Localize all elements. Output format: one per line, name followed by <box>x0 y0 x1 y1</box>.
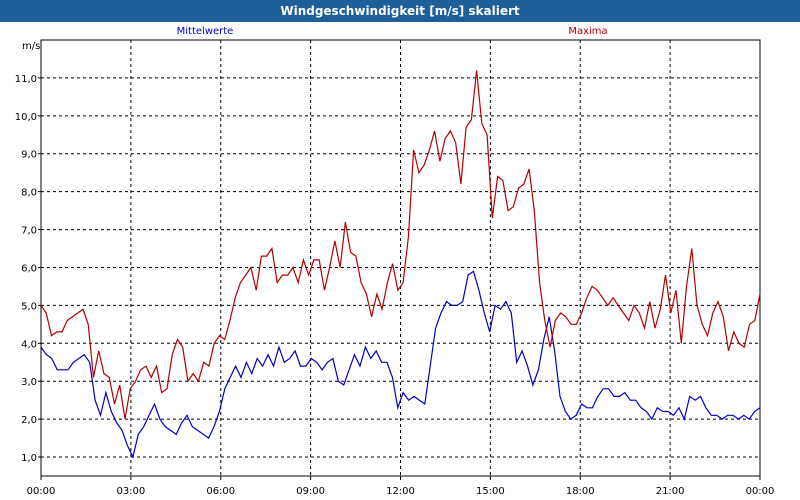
y-tick-label: 8,0 <box>21 188 37 199</box>
y-tick-label: 9,0 <box>21 150 37 161</box>
series-lines <box>40 70 761 459</box>
y-tick-label: 11,0 <box>15 74 37 85</box>
y-tick-label: 2,0 <box>21 415 37 426</box>
x-tick-time: 12:00 <box>386 486 415 497</box>
legend-mittelwerte: Mittelwerte <box>177 26 234 37</box>
x-tick-time: 09:00 <box>296 486 325 497</box>
legend-maxima: Maxima <box>568 26 607 37</box>
x-tick-time: 03:00 <box>116 486 145 497</box>
x-tick-time: 00:00 <box>746 486 775 497</box>
x-tick-time: 06:00 <box>206 486 235 497</box>
series-line-mittelwerte <box>40 270 761 459</box>
x-tick-time: 18:00 <box>566 486 595 497</box>
grid <box>41 40 760 476</box>
window-title: Windgeschwindigkeit [m/s] skaliert <box>0 0 800 22</box>
y-tick-label: 1,0 <box>21 453 37 464</box>
y-tick-label: 3,0 <box>21 377 37 388</box>
y-tick-label: 4,0 <box>21 339 37 350</box>
x-tick-time: 00:00 <box>27 486 56 497</box>
x-tick-time: 21:00 <box>656 486 685 497</box>
series-line-maxima <box>40 70 761 420</box>
x-tick-time: 15:00 <box>476 486 505 497</box>
x-axis-ticks: 00:0001.10.1703:0001.10.1706:0001.10.170… <box>27 476 775 497</box>
y-tick-label: 6,0 <box>21 263 37 274</box>
wind-speed-chart: 1,0 2,0 3,0 4,0 5,0 6,0 7,0 8,0 9,0 10,0 11,0 00:0… <box>15 26 775 497</box>
y-tick-label: 5,0 <box>21 301 37 312</box>
y-tick-label: 10,0 <box>15 112 37 123</box>
y-tick-label: 7,0 <box>21 226 37 237</box>
y-axis-ticks: 1,0 2,0 3,0 4,0 5,0 6,0 7,0 8,0 9,0 10,0 11,0 <box>15 74 41 464</box>
y-axis-unit: m/s <box>22 41 40 52</box>
